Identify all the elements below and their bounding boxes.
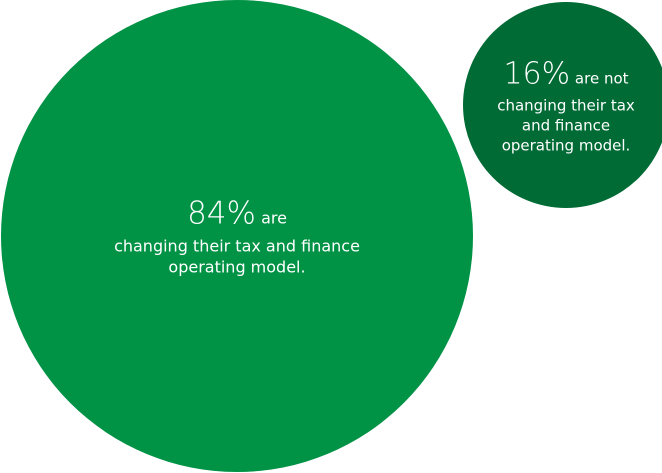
bubble-84-percent — [1, 0, 473, 472]
inline-label-16: are not — [574, 69, 629, 88]
value-label-84: 84% — [187, 195, 256, 232]
description-84: changing their tax and finance operating… — [114, 236, 360, 277]
bubble-label-84-percent: 84% are changing their tax and finance o… — [87, 193, 387, 278]
bubble-label-16-percent: 16% are not changing their tax and finan… — [486, 54, 646, 155]
value-label-16: 16% — [503, 56, 571, 92]
inline-label-84: are — [261, 208, 287, 228]
bubble-16-percent — [463, 2, 662, 208]
description-16: changing their tax and finance operating… — [497, 95, 635, 155]
